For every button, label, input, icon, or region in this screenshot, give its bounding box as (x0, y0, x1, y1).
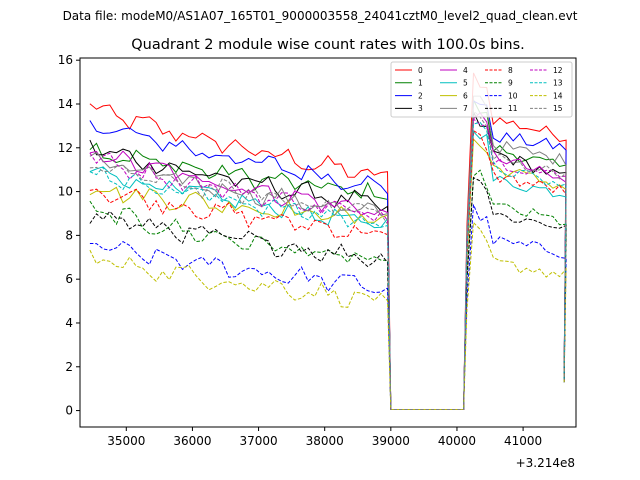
series-line-14 (89, 221, 567, 410)
legend-label: 5 (463, 79, 468, 88)
figure-suptitle: Data file: modeM0/AS1A07_165T01_90000035… (63, 9, 578, 23)
series-line-4 (89, 112, 567, 410)
series-line-13 (89, 121, 567, 410)
series-line-6 (89, 138, 567, 410)
y-tick-label: 10 (58, 185, 73, 199)
legend-label: 1 (418, 79, 423, 88)
legend-label: 12 (553, 66, 563, 75)
series-line-12 (89, 118, 567, 410)
y-tick-label: 4 (65, 316, 73, 330)
y-tick-label: 8 (65, 228, 73, 242)
legend-label: 8 (508, 66, 513, 75)
legend-label: 4 (463, 66, 468, 75)
legend-label: 9 (508, 79, 513, 88)
y-tick-label: 0 (65, 404, 73, 418)
legend-label: 10 (508, 91, 518, 100)
x-tick-label: 38000 (306, 434, 344, 448)
legend-label: 2 (418, 91, 423, 100)
chart-title: Quadrant 2 module wise count rates with … (131, 37, 525, 53)
legend-label: 15 (553, 104, 563, 113)
y-tick-label: 2 (65, 360, 73, 374)
series-line-7 (89, 95, 567, 410)
series-line-3 (89, 111, 567, 410)
series-line-10 (89, 204, 567, 410)
y-tick-label: 12 (58, 141, 73, 155)
plot-frame (79, 57, 577, 428)
x-tick-label: 40000 (438, 434, 476, 448)
legend-label: 13 (553, 79, 563, 88)
series-line-8 (89, 129, 567, 410)
x-offset-label: +3.214e8 (516, 456, 575, 470)
axis-layer: 35000 36000 37000 38000 39000 40000 41000 0 2 4 6 8… (58, 53, 542, 448)
series-line-5 (89, 130, 567, 410)
legend-label: 11 (508, 104, 518, 113)
series-line-9 (89, 169, 567, 410)
y-tick-label: 6 (65, 272, 73, 286)
x-tick-label: 39000 (372, 434, 410, 448)
series-line-2 (89, 100, 567, 410)
y-tick-label: 16 (58, 53, 73, 67)
series-layer (89, 72, 567, 410)
series-line-15 (89, 109, 567, 410)
legend-label: 6 (463, 91, 468, 100)
legend-box (390, 61, 573, 118)
x-tick-label: 37000 (239, 434, 277, 448)
x-tick-label: 36000 (173, 434, 211, 448)
legend-label: 0 (418, 66, 423, 75)
x-tick-label: 41000 (504, 434, 542, 448)
legend-label: 14 (553, 91, 563, 100)
legend-label: 3 (418, 104, 423, 113)
series-line-11 (89, 176, 567, 410)
legend-label: 7 (463, 104, 468, 113)
series-line-0 (89, 72, 567, 410)
x-tick-label: 35000 (107, 434, 145, 448)
y-tick-label: 14 (58, 97, 73, 111)
